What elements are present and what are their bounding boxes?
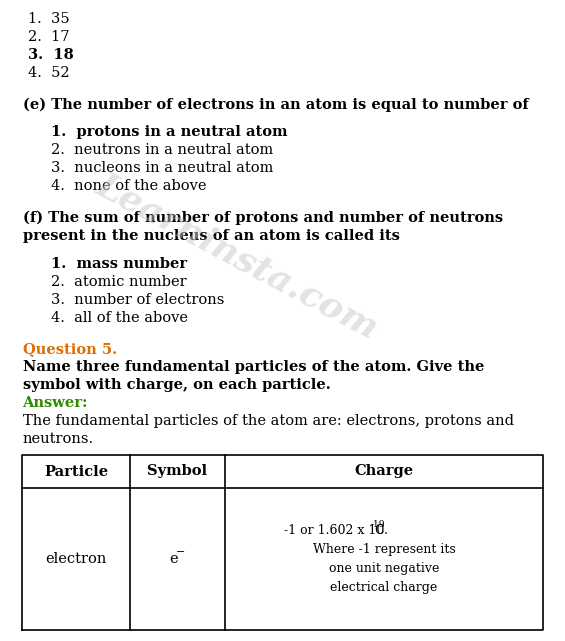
Text: The fundamental particles of the atom are: electrons, protons and: The fundamental particles of the atom ar… (23, 414, 514, 428)
Text: (e) The number of electrons in an atom is equal to number of: (e) The number of electrons in an atom i… (23, 98, 528, 112)
Text: Symbol: Symbol (147, 465, 207, 478)
Text: 4.  none of the above: 4. none of the above (51, 179, 206, 193)
Text: electron: electron (45, 552, 107, 566)
Text: 1.  mass number: 1. mass number (51, 257, 187, 271)
Text: 1.  35: 1. 35 (28, 12, 70, 26)
Text: Answer:: Answer: (23, 396, 88, 410)
Text: 4.  52: 4. 52 (28, 66, 70, 80)
Text: Charge: Charge (354, 465, 414, 478)
Text: electrical charge: electrical charge (331, 581, 438, 594)
Text: Particle: Particle (44, 465, 108, 478)
Text: 2.  neutrons in a neutral atom: 2. neutrons in a neutral atom (51, 143, 273, 157)
Text: Learninsta.com: Learninsta.com (90, 167, 384, 345)
Text: -19: -19 (371, 520, 385, 529)
Text: Where -1 represent its: Where -1 represent its (312, 543, 455, 556)
Text: present in the nucleus of an atom is called its: present in the nucleus of an atom is cal… (23, 229, 399, 243)
Text: 3.  18: 3. 18 (28, 48, 74, 62)
Text: Name three fundamental particles of the atom. Give the: Name three fundamental particles of the … (23, 360, 484, 374)
Text: 4.  all of the above: 4. all of the above (51, 311, 188, 325)
Text: (f) The sum of number of protons and number of neutrons: (f) The sum of number of protons and num… (23, 211, 503, 226)
Text: symbol with charge, on each particle.: symbol with charge, on each particle. (23, 378, 331, 392)
Text: Question 5.: Question 5. (23, 342, 117, 356)
Text: C.: C. (371, 524, 388, 537)
Text: -1 or 1.602 x 10: -1 or 1.602 x 10 (284, 524, 384, 537)
Text: 2.  17: 2. 17 (28, 30, 69, 44)
Text: 1.  protons in a neutral atom: 1. protons in a neutral atom (51, 125, 288, 139)
Text: e: e (169, 552, 178, 566)
Text: one unit negative: one unit negative (329, 562, 439, 575)
Text: −: − (176, 547, 185, 557)
Text: 3.  nucleons in a neutral atom: 3. nucleons in a neutral atom (51, 161, 273, 175)
Text: 2.  atomic number: 2. atomic number (51, 275, 186, 289)
Text: neutrons.: neutrons. (23, 432, 94, 446)
Text: 3.  number of electrons: 3. number of electrons (51, 293, 224, 307)
